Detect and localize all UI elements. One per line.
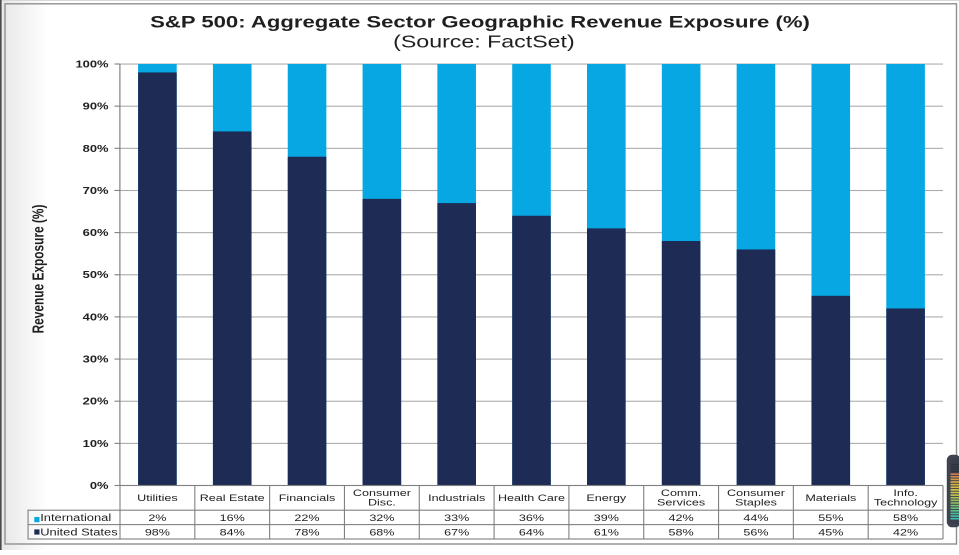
- svg-text:0%: 0%: [90, 481, 109, 491]
- svg-text:64%: 64%: [519, 528, 544, 538]
- svg-text:58%: 58%: [669, 528, 694, 538]
- svg-text:39%: 39%: [594, 513, 619, 523]
- svg-text:Utilities: Utilities: [137, 494, 178, 504]
- svg-text:40%: 40%: [83, 313, 109, 323]
- svg-text:55%: 55%: [818, 513, 843, 523]
- svg-text:42%: 42%: [893, 528, 918, 538]
- svg-text:44%: 44%: [743, 513, 768, 523]
- svg-text:10%: 10%: [83, 439, 109, 449]
- svg-text:Health Care: Health Care: [498, 494, 565, 504]
- svg-text:61%: 61%: [594, 528, 619, 538]
- svg-text:67%: 67%: [444, 528, 469, 538]
- svg-text:Staples: Staples: [735, 498, 777, 508]
- svg-text:68%: 68%: [369, 528, 394, 538]
- svg-text:Financials: Financials: [279, 494, 336, 504]
- svg-text:100%: 100%: [75, 60, 108, 70]
- svg-text:36%: 36%: [519, 513, 544, 523]
- svg-text:S&P 500: Aggregate Sector Geog: S&P 500: Aggregate Sector Geographic Rev…: [150, 13, 810, 32]
- svg-text:Industrials: Industrials: [428, 494, 486, 504]
- svg-text:20%: 20%: [83, 397, 109, 407]
- svg-text:Energy: Energy: [586, 494, 626, 504]
- svg-text:(Source: FactSet): (Source: FactSet): [393, 32, 575, 52]
- svg-text:United States: United States: [40, 528, 118, 538]
- svg-text:Materials: Materials: [805, 494, 856, 504]
- svg-text:Services: Services: [657, 498, 706, 508]
- svg-text:98%: 98%: [145, 528, 170, 538]
- svg-text:45%: 45%: [818, 528, 843, 538]
- svg-text:32%: 32%: [369, 513, 394, 523]
- svg-text:70%: 70%: [83, 186, 109, 196]
- svg-text:16%: 16%: [220, 513, 245, 523]
- svg-text:Revenue Exposure (%): Revenue Exposure (%): [29, 205, 47, 334]
- svg-text:80%: 80%: [83, 144, 109, 154]
- svg-text:84%: 84%: [220, 528, 245, 538]
- svg-text:Disc.: Disc.: [368, 498, 396, 508]
- svg-text:Real Estate: Real Estate: [200, 494, 265, 504]
- svg-text:33%: 33%: [444, 513, 469, 523]
- svg-text:56%: 56%: [743, 528, 768, 538]
- svg-text:2%: 2%: [148, 513, 166, 523]
- svg-text:Technology: Technology: [874, 498, 938, 508]
- svg-text:22%: 22%: [294, 513, 319, 523]
- svg-text:30%: 30%: [83, 355, 109, 365]
- svg-text:International: International: [40, 513, 111, 523]
- svg-text:60%: 60%: [83, 228, 109, 238]
- svg-text:50%: 50%: [83, 271, 109, 281]
- svg-text:90%: 90%: [83, 102, 109, 112]
- svg-text:42%: 42%: [669, 513, 694, 523]
- svg-text:58%: 58%: [893, 513, 918, 523]
- svg-text:78%: 78%: [294, 528, 319, 538]
